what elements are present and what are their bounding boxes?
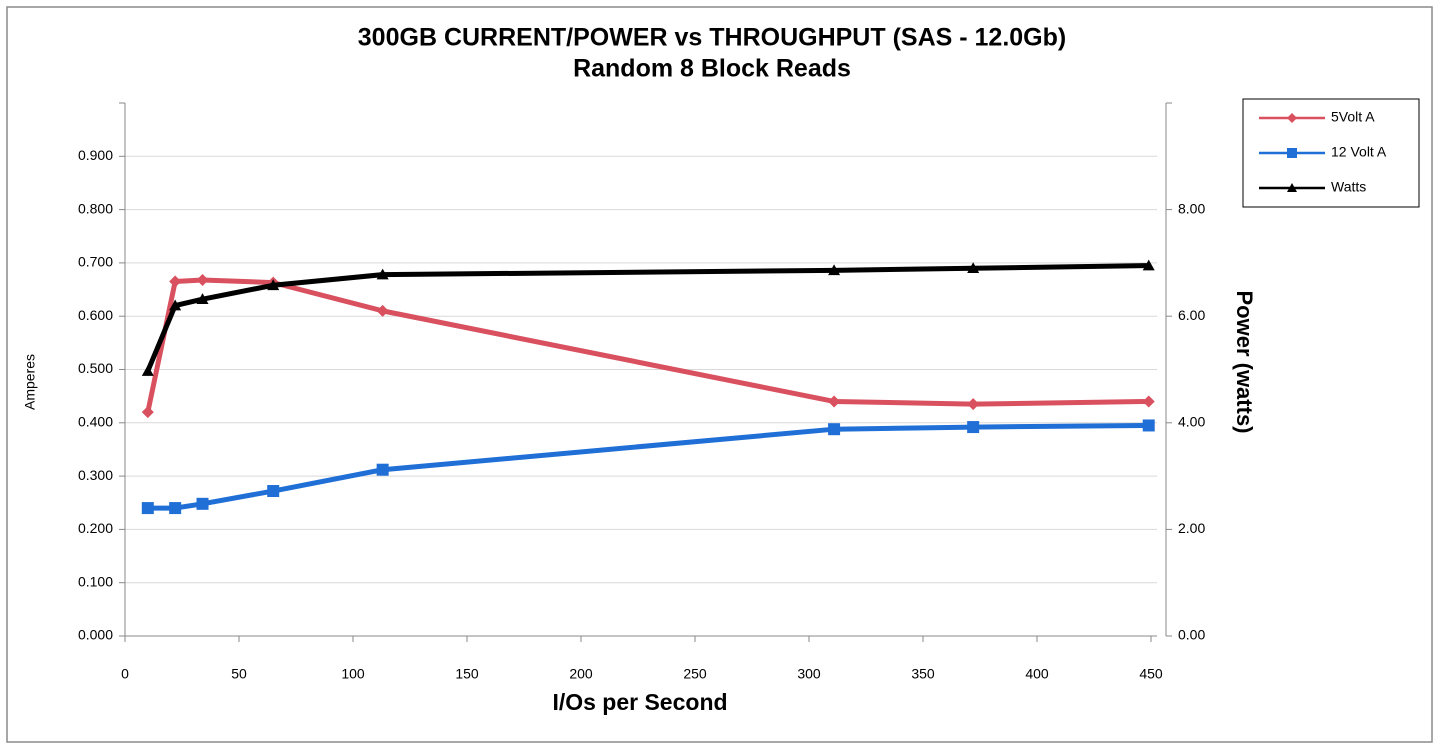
x-tick-label: 250 bbox=[683, 666, 707, 682]
marker bbox=[1287, 183, 1297, 192]
y-axis-label: Amperes bbox=[22, 354, 38, 410]
marker bbox=[828, 395, 841, 408]
x-tick-label: 0 bbox=[121, 666, 129, 682]
x-tick-label: 300 bbox=[797, 666, 821, 682]
legend-label: Watts bbox=[1331, 179, 1366, 195]
marker bbox=[267, 485, 280, 498]
marker bbox=[967, 398, 980, 411]
marker bbox=[1142, 419, 1155, 432]
marker bbox=[1287, 148, 1297, 158]
marker bbox=[141, 502, 154, 515]
marker bbox=[169, 275, 182, 288]
y-tick-label: 0.100 bbox=[78, 573, 113, 589]
marker bbox=[141, 406, 154, 419]
y-tick-label: 0.500 bbox=[78, 360, 113, 376]
marker bbox=[169, 299, 182, 311]
y2-tick-label: 2.00 bbox=[1178, 520, 1205, 536]
marker bbox=[267, 279, 280, 291]
marker bbox=[967, 262, 980, 274]
x-tick-label: 150 bbox=[455, 666, 479, 682]
x-tick-label: 350 bbox=[911, 666, 935, 682]
marker bbox=[828, 423, 841, 436]
y-tick-label: 0.000 bbox=[78, 627, 113, 643]
y-tick-label: 0.600 bbox=[78, 307, 113, 323]
marker bbox=[376, 304, 389, 317]
y2-tick-label: 6.00 bbox=[1178, 307, 1205, 323]
marker bbox=[1142, 259, 1155, 271]
marker bbox=[1287, 113, 1297, 123]
x-tick-label: 100 bbox=[341, 666, 365, 682]
legend-label: 5Volt A bbox=[1331, 109, 1375, 125]
marker bbox=[376, 268, 389, 280]
marker bbox=[376, 463, 389, 476]
y-tick-label: 0.200 bbox=[78, 520, 113, 536]
x-tick-label: 200 bbox=[569, 666, 593, 682]
y2-tick-label: 8.00 bbox=[1178, 200, 1205, 216]
y2-axis-label: Power (watts) bbox=[1232, 290, 1257, 433]
chart-title: 300GB CURRENT/POWER vs THROUGHPUT (SAS -… bbox=[358, 24, 1066, 52]
x-axis-label: I/Os per Second bbox=[552, 689, 727, 715]
x-tick-label: 450 bbox=[1139, 666, 1163, 682]
chart-border bbox=[6, 6, 1433, 743]
series-line bbox=[145, 263, 1149, 373]
marker bbox=[967, 421, 980, 434]
marker bbox=[141, 365, 154, 376]
legend-label: 12 Volt A bbox=[1331, 144, 1387, 160]
marker bbox=[828, 264, 841, 276]
y-tick-label: 0.400 bbox=[78, 414, 113, 430]
y2-tick-label: 0.00 bbox=[1178, 627, 1205, 643]
y-tick-label: 0.300 bbox=[78, 467, 113, 483]
y-tick-label: 0.900 bbox=[78, 147, 113, 163]
y-tick-label: 0.700 bbox=[78, 254, 113, 270]
y2-tick-label: 4.00 bbox=[1178, 414, 1205, 430]
y-tick-label: 0.800 bbox=[78, 200, 113, 216]
marker bbox=[196, 293, 209, 304]
marker bbox=[1142, 395, 1155, 408]
marker bbox=[169, 502, 182, 515]
chart-subtitle: Random 8 Block Reads bbox=[573, 55, 851, 83]
x-tick-label: 50 bbox=[231, 666, 247, 682]
x-tick-label: 400 bbox=[1025, 666, 1049, 682]
marker bbox=[196, 273, 209, 286]
marker bbox=[196, 497, 209, 510]
